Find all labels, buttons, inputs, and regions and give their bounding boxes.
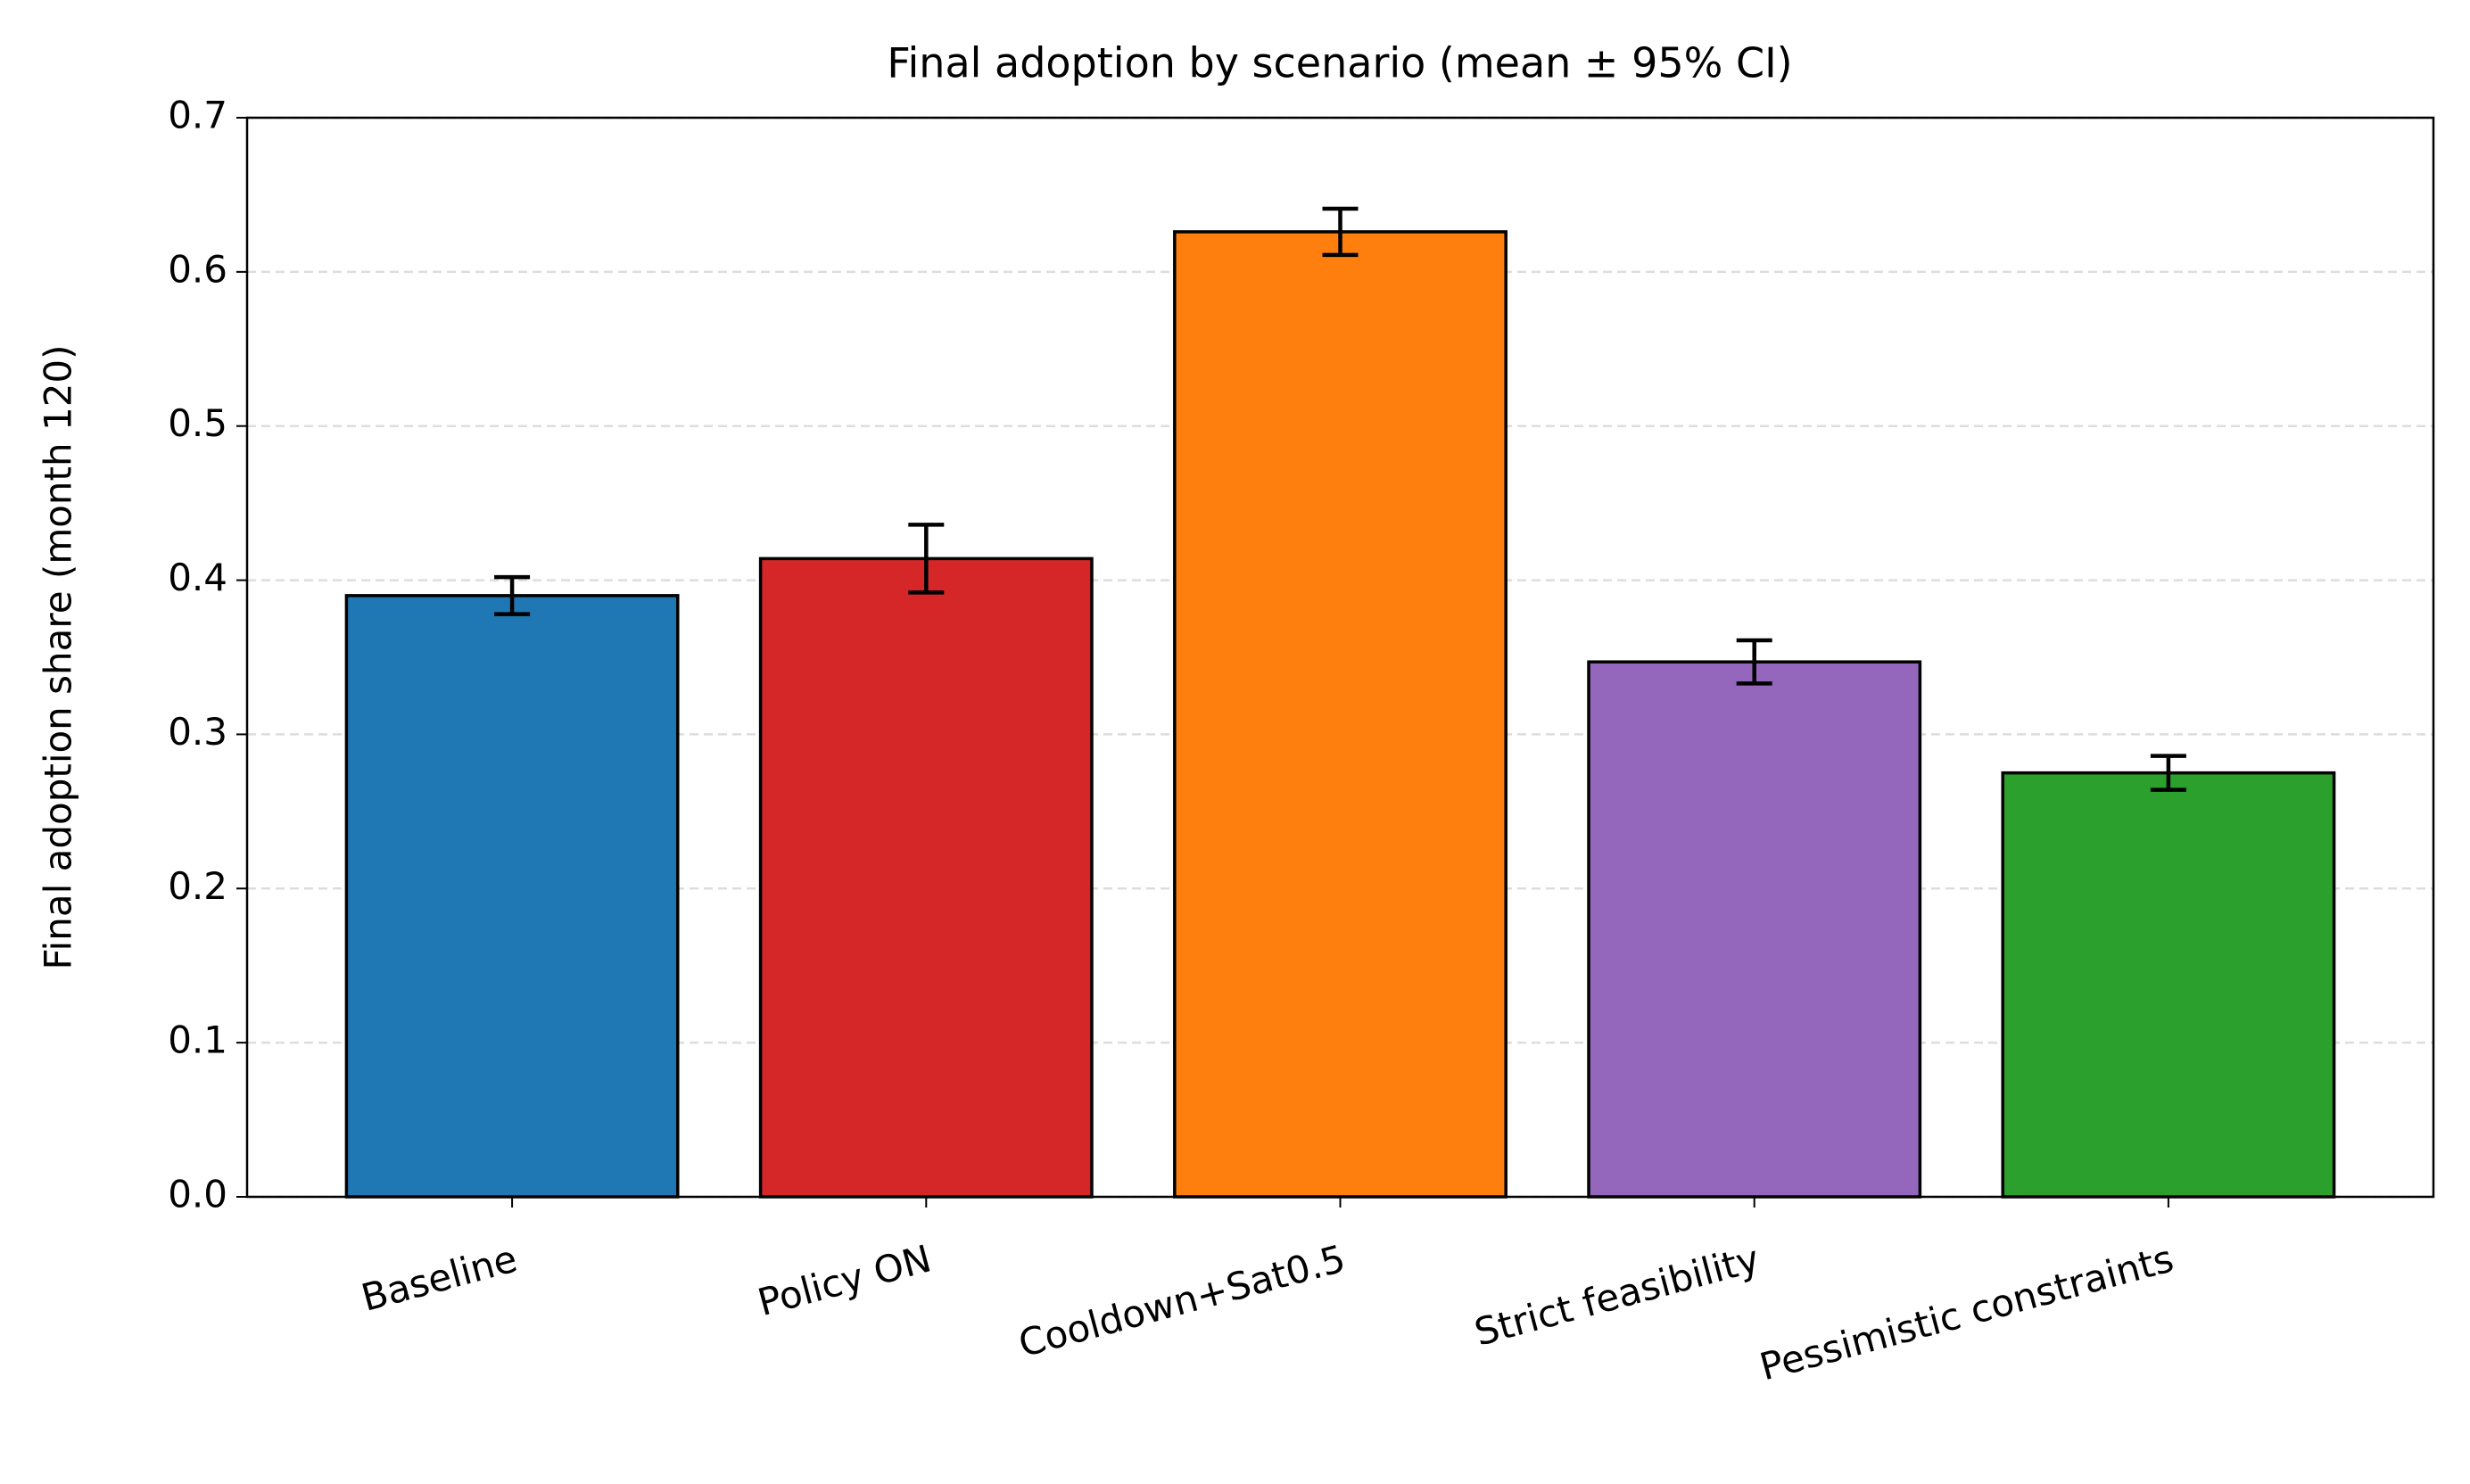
x-tick-label: Cooldown+Sat0.5 xyxy=(1014,1236,1350,1365)
y-tick-label: 0.6 xyxy=(168,247,227,291)
x-tick-label: Policy ON xyxy=(753,1236,936,1324)
y-tick-label: 0.0 xyxy=(168,1173,227,1216)
bar xyxy=(1587,660,1922,1199)
y-tick-label: 0.3 xyxy=(168,710,227,754)
bar xyxy=(344,594,680,1199)
y-axis-label: Final adoption share (month 120) xyxy=(37,344,80,969)
bar xyxy=(2001,771,2336,1199)
y-tick-label: 0.7 xyxy=(168,94,227,137)
y-tick-label: 0.2 xyxy=(168,864,227,908)
chart-title: Final adoption by scenario (mean ± 95% C… xyxy=(887,39,1792,87)
bar xyxy=(758,556,1094,1199)
y-tick-label: 0.4 xyxy=(168,556,227,599)
x-tick-label: Pessimistic constraints xyxy=(1755,1236,2178,1389)
x-tick-label: Baseline xyxy=(357,1236,522,1319)
y-tick-label: 0.5 xyxy=(168,401,227,445)
x-tick-label: Strict feasibility xyxy=(1470,1236,1764,1354)
plot-frame xyxy=(245,116,2435,1199)
y-tick-label: 0.1 xyxy=(168,1018,227,1062)
bar xyxy=(1173,230,1508,1199)
